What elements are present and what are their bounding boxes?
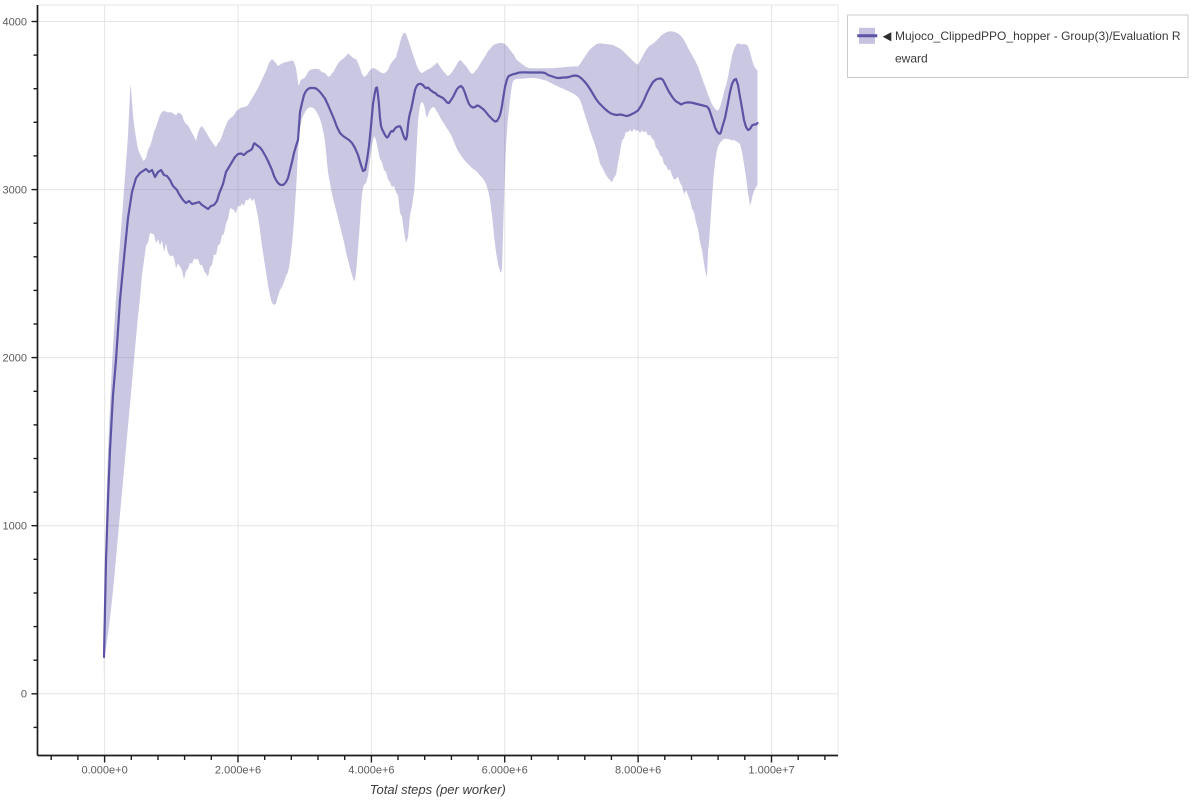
- svg-text:3000: 3000: [3, 185, 27, 197]
- svg-text:0: 0: [21, 689, 27, 701]
- svg-text:eward: eward: [895, 52, 928, 66]
- svg-text:6.000e+6: 6.000e+6: [482, 765, 528, 777]
- svg-text:Mujoco_ClippedPPO_hopper - Gro: Mujoco_ClippedPPO_hopper - Group(3)/Eval…: [895, 29, 1181, 43]
- svg-text:1000: 1000: [3, 521, 27, 533]
- svg-text:2.000e+6: 2.000e+6: [215, 765, 261, 777]
- svg-text:0.000e+0: 0.000e+0: [82, 765, 128, 777]
- svg-text:4.000e+6: 4.000e+6: [348, 765, 394, 777]
- svg-text:1.000e+7: 1.000e+7: [748, 765, 794, 777]
- svg-text:Total steps (per worker): Total steps (per worker): [370, 782, 506, 797]
- svg-text:2000: 2000: [3, 353, 27, 365]
- svg-text:8.000e+6: 8.000e+6: [615, 765, 661, 777]
- svg-text:4000: 4000: [3, 16, 27, 28]
